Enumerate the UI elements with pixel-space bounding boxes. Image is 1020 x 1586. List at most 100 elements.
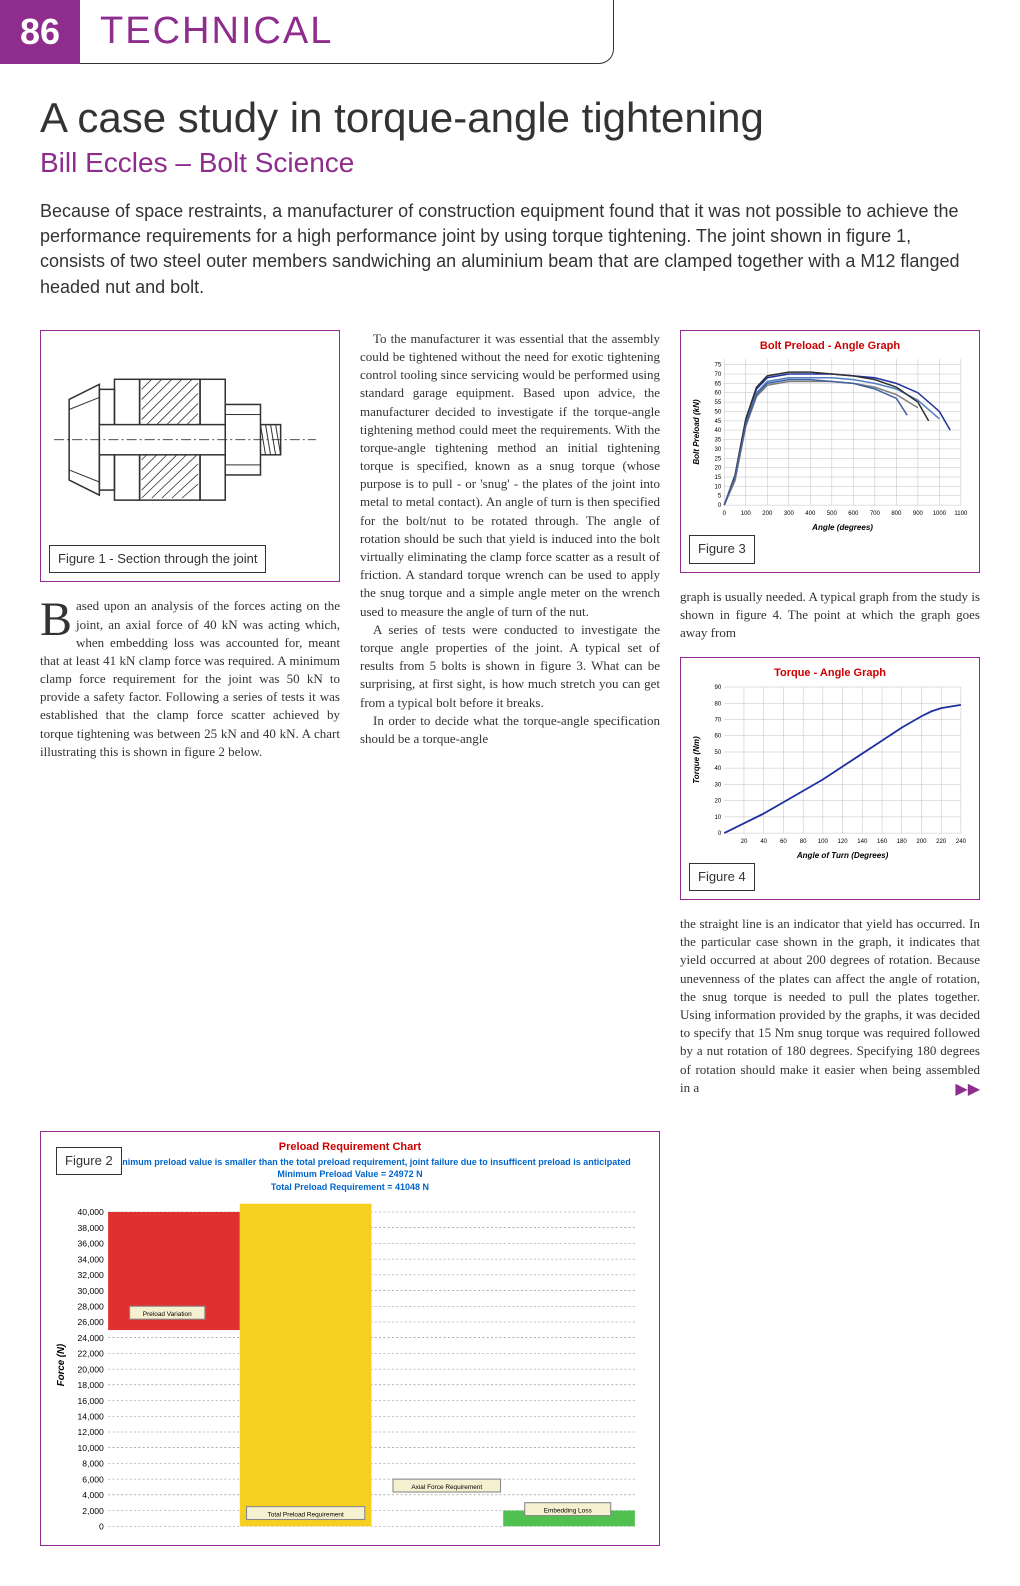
svg-text:90: 90 (715, 685, 722, 691)
svg-text:40: 40 (715, 766, 722, 772)
svg-text:10: 10 (715, 814, 722, 820)
col3-para1: graph is usually needed. A typical graph… (680, 588, 980, 643)
svg-text:Preload Variation: Preload Variation (143, 1311, 192, 1318)
article-content: A case study in torque-angle tightening … (0, 94, 1020, 1586)
svg-text:Axial Force Requirement: Axial Force Requirement (411, 1484, 482, 1491)
svg-text:28,000: 28,000 (78, 1302, 105, 1312)
article-title: A case study in torque-angle tightening (40, 94, 980, 142)
svg-text:20: 20 (741, 839, 748, 845)
page: 86 TECHNICAL A case study in torque-angl… (0, 0, 1020, 1586)
svg-text:0: 0 (99, 1522, 104, 1532)
svg-text:1100: 1100 (954, 511, 968, 517)
figure-4-caption: Figure 4 (689, 863, 755, 891)
svg-text:16,000: 16,000 (78, 1396, 105, 1406)
svg-text:50: 50 (715, 410, 722, 416)
svg-text:4,000: 4,000 (82, 1490, 104, 1500)
svg-text:80: 80 (800, 839, 807, 845)
col1-text: ased upon an analysis of the forces acti… (40, 598, 340, 759)
figure-3-title: Bolt Preload - Angle Graph (689, 339, 971, 354)
svg-text:500: 500 (827, 511, 838, 517)
svg-text:80: 80 (715, 701, 722, 707)
svg-text:180: 180 (897, 839, 908, 845)
article-author: Bill Eccles – Bolt Science (40, 147, 980, 179)
svg-text:100: 100 (818, 839, 829, 845)
figure-2-box: Figure 2 Preload Requirement Chart Since… (40, 1131, 660, 1546)
col3-para2-text: the straight line is an indicator that y… (680, 916, 980, 1095)
figure-4-box: Torque - Angle Graph 2040608010012014016… (680, 657, 980, 900)
svg-text:140: 140 (857, 839, 868, 845)
figure-4-title: Torque - Angle Graph (689, 666, 971, 681)
col2-para1: To the manufacturer it was essential tha… (360, 330, 660, 621)
svg-text:60: 60 (715, 733, 722, 739)
svg-text:14,000: 14,000 (78, 1412, 105, 1422)
col2-para2: A series of tests were conducted to inve… (360, 621, 660, 712)
svg-text:600: 600 (848, 511, 859, 517)
svg-text:70: 70 (715, 717, 722, 723)
col3-para2: the straight line is an indicator that y… (680, 915, 980, 1097)
svg-text:700: 700 (870, 511, 881, 517)
svg-text:15: 15 (715, 475, 722, 481)
svg-text:6,000: 6,000 (82, 1475, 104, 1485)
figure-1-caption: Figure 1 - Section through the joint (49, 545, 266, 573)
continue-arrow-icon: ▶▶ (955, 1079, 980, 1101)
svg-text:Total Preload Requirement: Total Preload Requirement (268, 1512, 344, 1519)
svg-text:26,000: 26,000 (78, 1317, 105, 1327)
svg-text:8,000: 8,000 (82, 1459, 104, 1469)
svg-text:200: 200 (916, 839, 927, 845)
svg-text:10,000: 10,000 (78, 1443, 105, 1453)
page-number-badge: 86 (0, 0, 80, 64)
header-bar: 86 TECHNICAL (0, 0, 1020, 64)
svg-text:40,000: 40,000 (78, 1207, 105, 1217)
figure-3-box: Bolt Preload - Angle Graph 0100200300400… (680, 330, 980, 573)
svg-text:50: 50 (715, 750, 722, 756)
article-intro: Because of space restraints, a manufactu… (40, 199, 980, 300)
svg-text:200: 200 (762, 511, 773, 517)
svg-text:25: 25 (715, 456, 722, 462)
section-title: TECHNICAL (80, 0, 614, 64)
svg-text:220: 220 (936, 839, 947, 845)
svg-text:Bolt Preload (kN): Bolt Preload (kN) (692, 399, 701, 465)
svg-text:40: 40 (715, 428, 722, 434)
svg-text:32,000: 32,000 (78, 1270, 105, 1280)
svg-text:Force (N): Force (N) (56, 1344, 67, 1386)
figure-2-subtitle3: Total Preload Requirement = 41048 N (49, 1181, 651, 1194)
svg-text:20,000: 20,000 (78, 1365, 105, 1375)
svg-text:30: 30 (715, 447, 722, 453)
figure-2-subtitle2: Minimum Preload Value = 24972 N (49, 1168, 651, 1181)
svg-text:35: 35 (715, 438, 722, 444)
svg-text:75: 75 (715, 363, 722, 369)
figure-2-chart: 40,000 38,000 36,000 34,000 32,000 30,000 28,0… (49, 1193, 651, 1537)
svg-text:40: 40 (760, 839, 767, 845)
column-1: Figure 1 - Section through the joint Bas… (40, 330, 340, 1101)
figure-2-subtitle: Since the minimum preload value is small… (49, 1156, 651, 1169)
svg-text:Embedding Loss: Embedding Loss (544, 1508, 592, 1515)
figure-1-box: Figure 1 - Section through the joint (40, 330, 340, 583)
svg-text:30,000: 30,000 (78, 1286, 105, 1296)
svg-text:60: 60 (715, 391, 722, 397)
svg-text:34,000: 34,000 (78, 1255, 105, 1265)
svg-text:Angle of Turn (Degrees): Angle of Turn (Degrees) (796, 851, 889, 860)
svg-text:0: 0 (718, 831, 722, 837)
svg-text:5: 5 (718, 494, 722, 500)
svg-text:18,000: 18,000 (78, 1380, 105, 1390)
svg-text:20: 20 (715, 798, 722, 804)
column-3: Bolt Preload - Angle Graph 0100200300400… (680, 330, 980, 1101)
svg-text:900: 900 (913, 511, 924, 517)
figure-3-chart: 0100200300400500600700800900100011000510… (689, 354, 971, 535)
svg-text:45: 45 (715, 419, 722, 425)
col1-paragraph: Based upon an analysis of the forces act… (40, 597, 340, 761)
svg-text:55: 55 (715, 400, 722, 406)
figure-3-caption: Figure 3 (689, 535, 755, 563)
svg-text:120: 120 (838, 839, 849, 845)
svg-text:Torque (Nm): Torque (Nm) (692, 736, 701, 784)
column-2: To the manufacturer it was essential tha… (360, 330, 660, 1101)
svg-text:400: 400 (805, 511, 816, 517)
svg-text:60: 60 (780, 839, 787, 845)
svg-text:30: 30 (715, 782, 722, 788)
svg-text:36,000: 36,000 (78, 1239, 105, 1249)
figure-2-caption: Figure 2 (56, 1147, 122, 1175)
svg-text:800: 800 (891, 511, 902, 517)
svg-text:38,000: 38,000 (78, 1223, 105, 1233)
svg-text:65: 65 (715, 382, 722, 388)
svg-text:100: 100 (741, 511, 752, 517)
